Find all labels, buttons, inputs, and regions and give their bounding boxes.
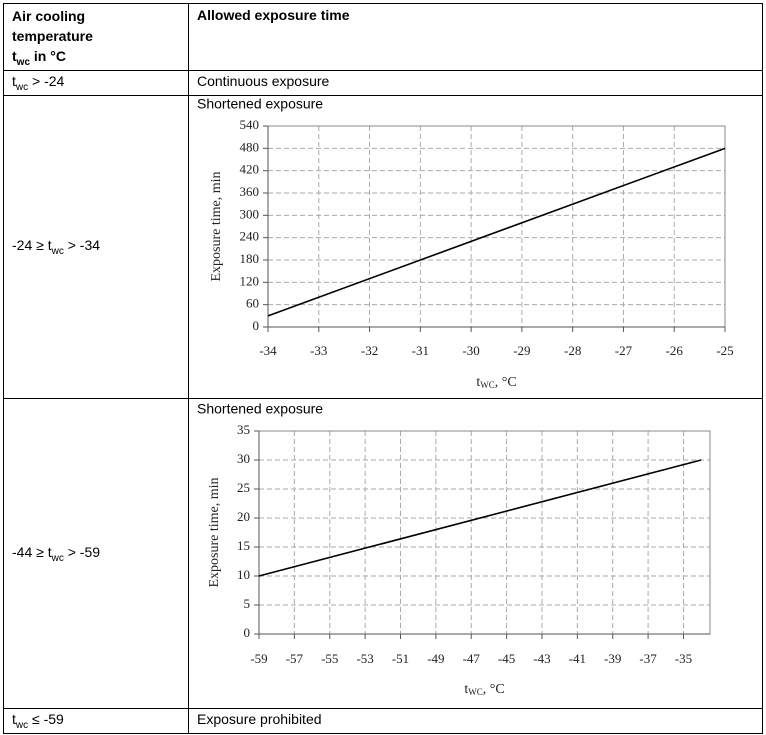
cell-text: ≤ -59: [28, 711, 64, 727]
cell-text: > -59: [63, 543, 101, 560]
cell-text: -24 ≥ t: [12, 237, 52, 254]
cell-text: Exposure prohibited: [197, 711, 322, 727]
row-cell: -24 ≥ twc > -34: [3, 95, 189, 399]
cell-text: t: [12, 73, 16, 89]
row-cell: -44 ≥ twc > -59: [3, 398, 189, 709]
cell-text: > -34: [63, 237, 101, 254]
cell-sub: wc: [51, 245, 64, 257]
cell-sub: wc: [51, 552, 64, 564]
chart-cell: [188, 398, 763, 709]
header-cell: Allowed exposure time: [188, 3, 763, 71]
header-text: in °C: [30, 48, 66, 64]
cell-text: > -24: [28, 73, 65, 89]
header-sub: wc: [16, 56, 31, 68]
cell-sub: wc: [15, 719, 29, 731]
cell-text: Continuous exposure: [197, 73, 330, 89]
cell-sub: wc: [15, 81, 29, 93]
header-cell: Air cooling temperature twc in °C: [3, 3, 189, 71]
cell-text: -44 ≥ t: [12, 543, 52, 560]
header-text: Allowed exposure time: [197, 7, 350, 23]
chart-cell: [188, 95, 763, 399]
row-cell: Continuous exposure: [188, 70, 763, 96]
cell-text: t: [12, 711, 16, 727]
header-text: Air cooling temperature t: [12, 8, 93, 64]
row-cell: Exposure prohibited: [188, 708, 763, 734]
row-cell: twc ≤ -59: [3, 708, 189, 734]
row-cell: twc > -24: [3, 70, 189, 96]
